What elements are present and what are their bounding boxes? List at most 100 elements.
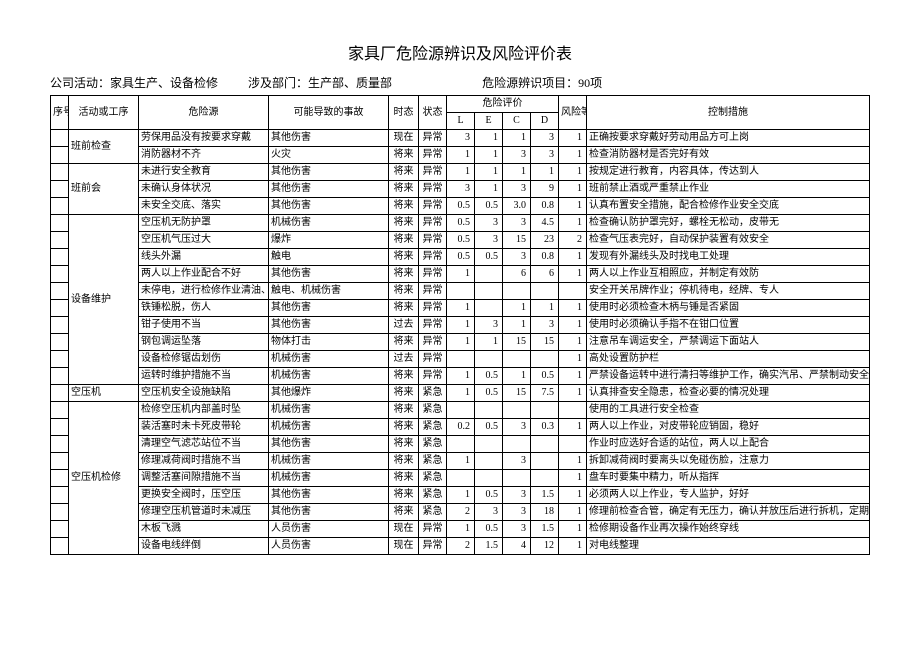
cell-C: 3 <box>503 147 531 164</box>
cell-accident: 其他爆炸 <box>269 385 389 402</box>
cell-E: 0.5 <box>475 521 503 538</box>
cell-control: 修理前检查合管，确定有无压力，确认并放压后进行拆机，定期进行设备维护 <box>587 504 870 521</box>
cell-hazard: 线头外漏 <box>139 249 269 266</box>
cell-accident: 触电 <box>269 249 389 266</box>
cell-accident: 机械伤害 <box>269 351 389 368</box>
cell-level: 1 <box>559 351 587 368</box>
cell-L: 2 <box>447 538 475 555</box>
cell-level <box>559 436 587 453</box>
cell-hazard: 劳保用品没有按要求穿戴 <box>139 130 269 147</box>
th-C: C <box>503 113 531 130</box>
cell-C: 1 <box>503 164 531 181</box>
cell-state: 异常 <box>419 164 447 181</box>
cell-state: 异常 <box>419 130 447 147</box>
cell-control: 检查气压表完好，自动保护装置有效安全 <box>587 232 870 249</box>
table-row: 空压机空压机安全设施缺陷其他爆炸将来紧急10.5157.51认真排查安全隐患，检… <box>51 385 870 402</box>
cell-hazard: 设备电线绊倒 <box>139 538 269 555</box>
cell-accident: 其他伤害 <box>269 181 389 198</box>
cell-hazard: 空压机无防护罩 <box>139 215 269 232</box>
cell-D: 0.5 <box>531 368 559 385</box>
cell-time: 将来 <box>389 164 419 181</box>
cell-control: 使用时必须确认手指不在钳口位置 <box>587 317 870 334</box>
cell-hazard: 两人以上作业配合不好 <box>139 266 269 283</box>
cell-E <box>475 470 503 487</box>
cell-control: 盘车时要集中精力，听从指挥 <box>587 470 870 487</box>
cell-E: 0.5 <box>475 198 503 215</box>
cell-seq <box>51 487 69 504</box>
cell-E: 1 <box>475 334 503 351</box>
cell-state: 紧急 <box>419 419 447 436</box>
cell-D <box>531 436 559 453</box>
cell-seq <box>51 419 69 436</box>
th-level: 风险等级 <box>559 96 587 130</box>
cell-L: 1 <box>447 487 475 504</box>
table-row: 空压机气压过大爆炸将来异常0.5315232检查气压表完好，自动保护装置有效安全 <box>51 232 870 249</box>
cell-C: 3 <box>503 181 531 198</box>
cell-level: 1 <box>559 334 587 351</box>
cell-D: 1 <box>531 164 559 181</box>
cell-state: 异常 <box>419 181 447 198</box>
table-row: 两人以上作业配合不好其他伤害将来异常1661两人以上作业互相照应，并制定有效防 <box>51 266 870 283</box>
cell-level: 1 <box>559 249 587 266</box>
cell-control: 检查确认防护罩完好，螺栓无松动，皮带无 <box>587 215 870 232</box>
cell-seq <box>51 504 69 521</box>
cell-E: 0.5 <box>475 487 503 504</box>
cell-seq <box>51 402 69 419</box>
cell-accident: 火灾 <box>269 147 389 164</box>
cell-time: 将来 <box>389 436 419 453</box>
cell-hazard: 未停电，进行检修作业清油、清理转动或设 <box>139 283 269 300</box>
cell-accident: 其他伤害 <box>269 164 389 181</box>
cell-level: 1 <box>559 419 587 436</box>
cell-C: 4 <box>503 538 531 555</box>
cell-control: 注意吊车调运安全，严禁调运下面站人 <box>587 334 870 351</box>
cell-state: 紧急 <box>419 453 447 470</box>
cell-accident: 机械伤害 <box>269 453 389 470</box>
cell-state: 异常 <box>419 538 447 555</box>
table-row: 木板飞溅人员伤害现在异常10.531.51检修期设备作业再次操作始终穿线 <box>51 521 870 538</box>
cell-D: 12 <box>531 538 559 555</box>
cell-level: 1 <box>559 164 587 181</box>
cell-D <box>531 402 559 419</box>
cell-time: 将来 <box>389 470 419 487</box>
cell-C: 1 <box>503 317 531 334</box>
cell-L: 0.5 <box>447 198 475 215</box>
cell-seq <box>51 521 69 538</box>
cell-state: 异常 <box>419 351 447 368</box>
meta-dept-value: 生产部、质量部 <box>308 76 392 90</box>
cell-accident: 机械伤害 <box>269 368 389 385</box>
table-body: 班前检查劳保用品没有按要求穿戴其他伤害现在异常31131正确按要求穿戴好劳动用品… <box>51 130 870 555</box>
cell-E <box>475 351 503 368</box>
cell-control: 正确按要求穿戴好劳动用品方可上岗 <box>587 130 870 147</box>
th-state: 状态 <box>419 96 447 130</box>
meta-activity-value: 家具生产、设备检修 <box>110 76 218 90</box>
header-row-1: 序号 活动或工序 危险源 可能导致的事故 时态 状态 危险评价 风险等级 控制措… <box>51 96 870 113</box>
cell-seq <box>51 385 69 402</box>
cell-L: 1 <box>447 385 475 402</box>
cell-accident: 爆炸 <box>269 232 389 249</box>
cell-E <box>475 436 503 453</box>
cell-time: 将来 <box>389 283 419 300</box>
table-row: 设备维护空压机无防护罩机械伤害将来异常0.5334.51检查确认防护罩完好，螺栓… <box>51 215 870 232</box>
table-row: 班前检查劳保用品没有按要求穿戴其他伤害现在异常31131正确按要求穿戴好劳动用品… <box>51 130 870 147</box>
cell-state: 异常 <box>419 300 447 317</box>
cell-accident: 其他伤害 <box>269 436 389 453</box>
cell-L <box>447 351 475 368</box>
cell-state: 紧急 <box>419 504 447 521</box>
cell-hazard: 检修空压机内部盖时坠 <box>139 402 269 419</box>
cell-state: 紧急 <box>419 487 447 504</box>
cell-seq <box>51 266 69 283</box>
cell-E <box>475 266 503 283</box>
cell-E: 0.5 <box>475 385 503 402</box>
cell-level: 1 <box>559 504 587 521</box>
cell-accident: 其他伤害 <box>269 198 389 215</box>
th-activity: 活动或工序 <box>69 96 139 130</box>
cell-L: 0.5 <box>447 215 475 232</box>
cell-hazard: 消防器材不齐 <box>139 147 269 164</box>
cell-level: 1 <box>559 487 587 504</box>
cell-hazard: 钢包调运坠落 <box>139 334 269 351</box>
cell-activity: 班前检查 <box>69 130 139 164</box>
cell-D <box>531 351 559 368</box>
cell-D <box>531 470 559 487</box>
cell-D: 1 <box>531 300 559 317</box>
cell-control: 使用的工具进行安全检查 <box>587 402 870 419</box>
